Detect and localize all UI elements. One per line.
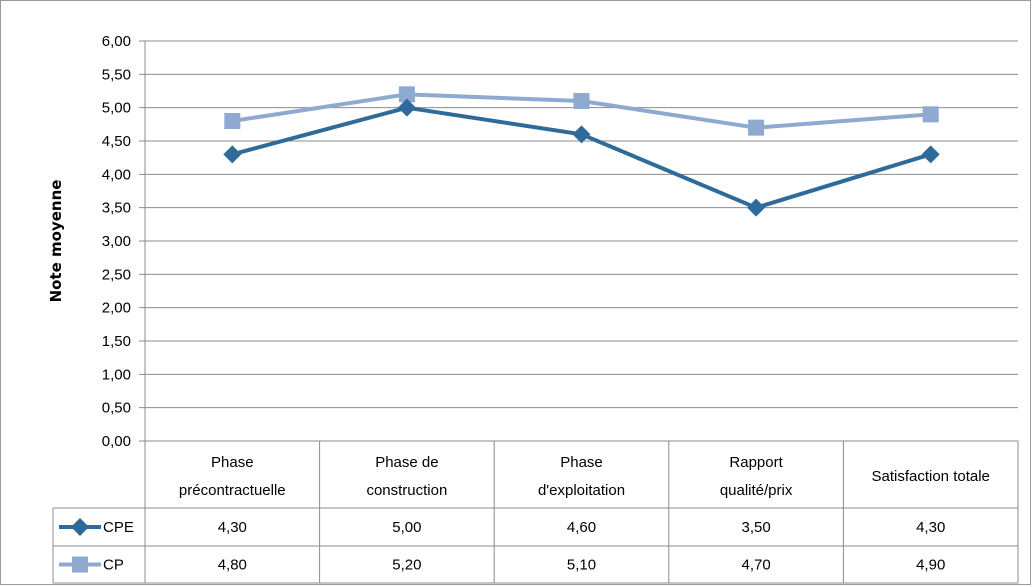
table-value: 4,90 xyxy=(916,557,945,574)
table-value: 4,60 xyxy=(567,519,596,536)
y-axis-title: Note moyenne xyxy=(47,180,65,303)
y-tick-label: 0,50 xyxy=(102,400,131,417)
category-label: Phase xyxy=(560,454,603,471)
y-tick-label: 3,00 xyxy=(102,233,131,250)
table-value: 4,70 xyxy=(741,557,770,574)
category-label: Phase de xyxy=(375,454,438,471)
y-tick-label: 4,50 xyxy=(102,133,131,150)
data-point-cpe xyxy=(397,98,416,117)
data-point-cpe xyxy=(572,125,591,144)
data-point-cpe xyxy=(747,198,766,217)
legend-key-marker xyxy=(72,556,88,573)
table-value: 5,00 xyxy=(392,519,421,536)
y-tick-label: 6,00 xyxy=(102,33,131,50)
y-tick-label: 3,50 xyxy=(102,200,131,217)
y-tick-label: 0,00 xyxy=(102,433,131,450)
category-label: Satisfaction totale xyxy=(871,468,989,485)
data-point-cp xyxy=(398,86,415,103)
category-label: construction xyxy=(366,482,447,499)
table-value: 4,30 xyxy=(916,519,945,536)
y-tick-label: 1,50 xyxy=(102,333,131,350)
table-value: 3,50 xyxy=(741,519,770,536)
data-point-cpe xyxy=(223,145,242,164)
legend-label: CPE xyxy=(103,519,134,536)
table-value: 5,10 xyxy=(567,557,596,574)
category-label: Phase xyxy=(211,454,254,471)
category-label: précontractuelle xyxy=(179,482,286,499)
category-label: qualité/prix xyxy=(720,482,793,499)
data-point-cp xyxy=(224,113,241,129)
category-label: d'exploitation xyxy=(538,482,625,499)
data-point-cpe xyxy=(921,145,940,164)
y-tick-label: 5,00 xyxy=(102,100,131,117)
y-tick-label: 4,00 xyxy=(102,166,131,183)
legend-key-marker xyxy=(71,518,89,536)
y-tick-label: 2,00 xyxy=(102,300,131,317)
table-value: 5,20 xyxy=(392,557,421,574)
y-tick-label: 5,50 xyxy=(102,66,131,83)
table-value: 4,80 xyxy=(218,557,247,574)
category-label: Rapport xyxy=(729,454,783,471)
data-point-cp xyxy=(922,106,939,123)
data-point-cp xyxy=(573,93,590,109)
data-point-cp xyxy=(748,119,765,136)
table-value: 4,30 xyxy=(218,519,247,536)
y-tick-label: 1,00 xyxy=(102,366,131,383)
legend-label: CP xyxy=(103,557,124,574)
y-tick-label: 2,50 xyxy=(102,266,131,283)
